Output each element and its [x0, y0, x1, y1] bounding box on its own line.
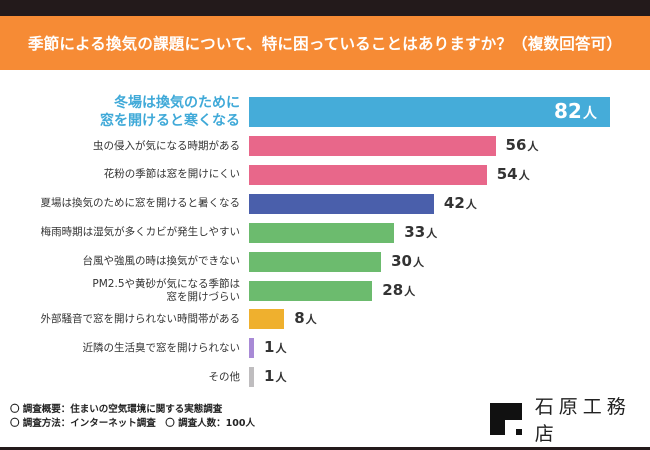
- bar: [249, 222, 395, 243]
- category-label: 虫の侵入が気になる時期がある: [93, 139, 240, 152]
- top-frame: [0, 0, 650, 16]
- category-label: 夏場は換気のために窓を開けると暑くなる: [40, 197, 241, 210]
- category-label: 花粉の季節は窓を開けにくい: [103, 168, 240, 181]
- bar: [249, 338, 254, 359]
- data-label: 8人: [294, 309, 317, 328]
- category-label: 冬場は換気のために 窓を開けると寒くなる: [100, 95, 240, 129]
- bar: [249, 367, 254, 388]
- bar: [249, 164, 487, 185]
- survey-notes: 〇 調査概要：住まいの空気環境に関する実態調査 〇 調査方法：インターネット調査…: [10, 403, 255, 431]
- category-label: 外部騒音で窓を開けられない時間帯がある: [40, 312, 241, 325]
- category-label: PM2.5や黄砂が気になる季節は 窓を開けづらい: [92, 277, 240, 303]
- survey-note-overview: 〇 調査概要：住まいの空気環境に関する実態調査: [10, 404, 223, 415]
- data-label: 1人: [264, 338, 287, 357]
- company-logo: 石原工務店: [490, 392, 650, 446]
- category-label: 台風や強風の時は換気ができない: [82, 255, 241, 268]
- category-label: 近隣の生活臭で窓を開けられない: [82, 341, 241, 354]
- survey-note-method: 〇 調査方法：インターネット調査 〇 調査人数：100人: [10, 418, 255, 429]
- data-label: 1人: [264, 367, 287, 386]
- category-label: 梅雨時期は湿気が多くカビが発生しやすい: [40, 226, 240, 239]
- data-label: 33人: [404, 222, 438, 241]
- chart-title: 季節による換気の課題について、特に困っていることはありますか？（複数回答可）: [27, 35, 623, 53]
- data-label: 56人: [505, 136, 539, 154]
- bar: [249, 193, 434, 214]
- data-label: 28人: [382, 280, 416, 299]
- title-banner: 季節による換気の課題について、特に困っていることはありますか？（複数回答可）: [0, 16, 650, 70]
- company-name: 石原工務店: [534, 396, 631, 445]
- bar: [249, 280, 373, 301]
- data-label: 30人: [391, 251, 424, 270]
- bar: [249, 97, 610, 127]
- bar: [249, 251, 382, 272]
- category-label: その他: [208, 370, 241, 383]
- data-label: 42人: [443, 193, 477, 212]
- bar: [249, 136, 496, 156]
- data-label: 82人: [554, 99, 597, 123]
- bottom-frame: [0, 447, 650, 450]
- logo-mark-icon: [490, 403, 522, 435]
- bar: [249, 309, 285, 330]
- data-label: 54人: [496, 164, 530, 183]
